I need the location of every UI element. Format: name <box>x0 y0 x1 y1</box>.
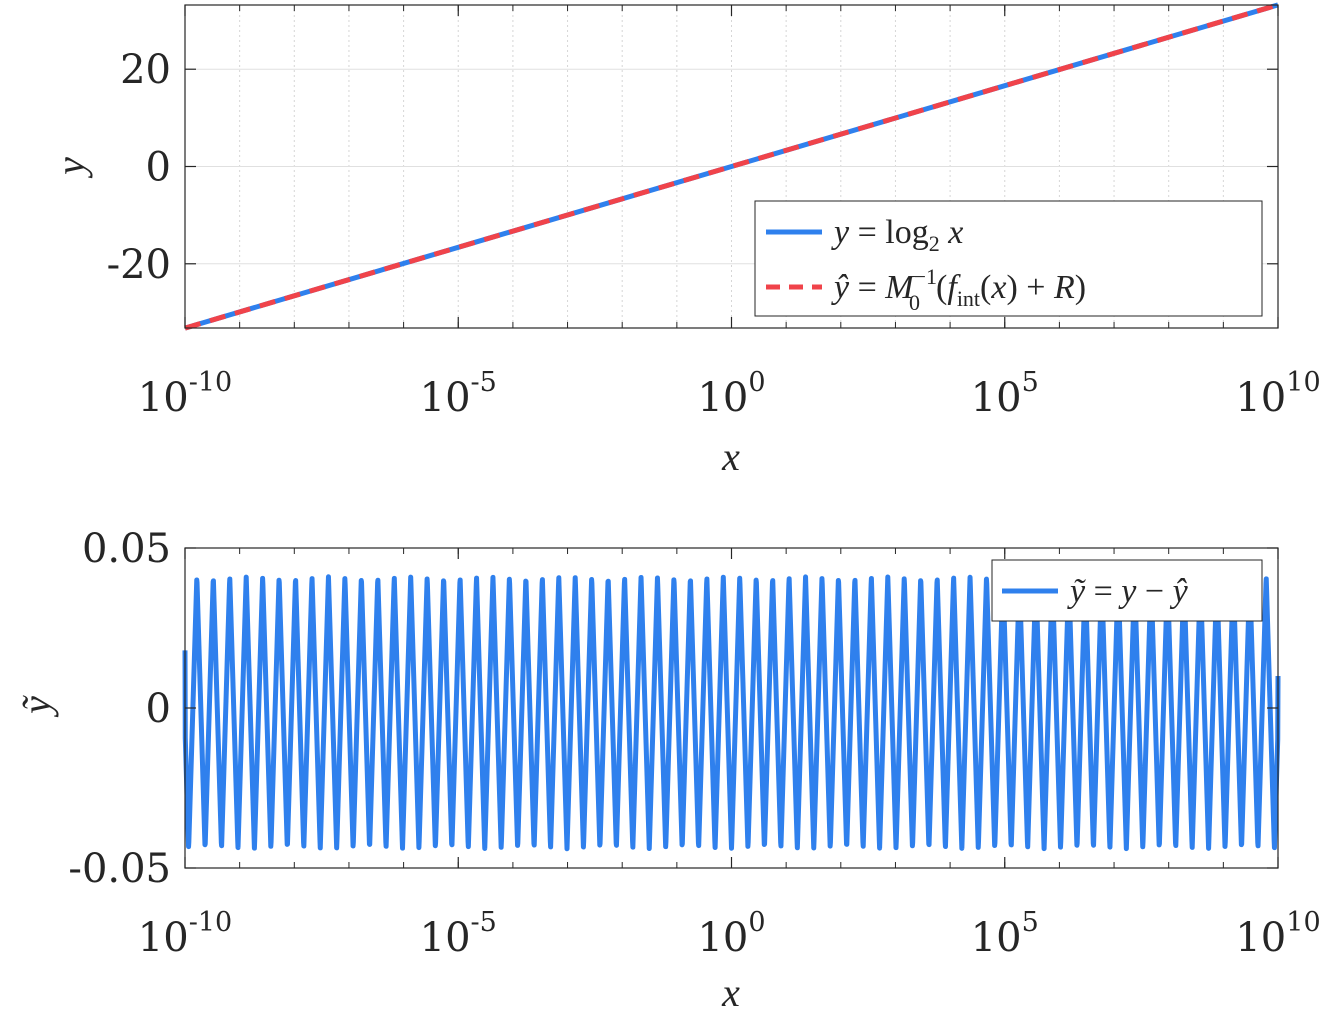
top-x-tick-labels: 10-10 10-5 100 105 1010 <box>138 367 1321 421</box>
bottom-tick-marks <box>184 547 1279 869</box>
top-y-axis-label: y <box>48 157 93 179</box>
bottom-chart: 10-10 10-5 100 105 1010 -0.05 0 0.05 x ỹ ỹ = y… <box>14 526 1321 1014</box>
bottom-x-tick-labels: 10-10 10-5 100 105 1010 <box>138 907 1321 961</box>
x-tick-label: 1010 <box>1235 367 1320 421</box>
y-tick-label: -0.05 <box>68 846 171 892</box>
x-tick-label: 10-10 <box>138 907 232 961</box>
top-series-layer <box>184 2 1279 331</box>
x-tick-label: 105 <box>971 367 1039 421</box>
series-line-yhat <box>184 2 1279 331</box>
bottom-y-tick-labels: -0.05 0 0.05 <box>68 526 171 892</box>
top-legend-box <box>754 200 1263 317</box>
y-tick-label: 20 <box>120 47 171 93</box>
y-tick-label: 0.05 <box>82 526 171 572</box>
top-x-axis-label: x <box>721 434 740 479</box>
x-tick-label: 10-10 <box>138 367 232 421</box>
bottom-series-layer <box>182 574 1281 852</box>
x-tick-label: 10-5 <box>420 907 497 961</box>
bottom-y-axis-label: ỹ <box>14 695 59 718</box>
top-legend: y = log2 x ŷ = M−1 0 (fint(x) + R) <box>754 200 1263 317</box>
x-tick-label: 105 <box>971 907 1039 961</box>
top-tick-marks <box>184 5 1279 328</box>
x-tick-label: 1010 <box>1235 907 1320 961</box>
bottom-x-axis-label: x <box>721 970 740 1014</box>
top-y-tick-labels: -20 0 20 <box>107 47 171 288</box>
series-line-ytilde <box>182 574 1281 852</box>
legend-label-ytilde: ỹ = y − ŷ <box>1067 573 1189 610</box>
top-chart: 10-10 10-5 100 105 1010 -20 0 20 x y y = log2 … <box>48 2 1321 479</box>
legend-label-log2: y = log2 x <box>831 214 963 256</box>
x-tick-label: 10-5 <box>420 367 497 421</box>
y-tick-label: -20 <box>107 242 171 288</box>
x-tick-label: 100 <box>697 907 765 961</box>
x-tick-label: 100 <box>697 367 765 421</box>
bottom-legend: ỹ = y − ŷ <box>991 559 1263 622</box>
y-tick-label: 0 <box>146 145 171 191</box>
y-tick-label: 0 <box>146 686 171 732</box>
